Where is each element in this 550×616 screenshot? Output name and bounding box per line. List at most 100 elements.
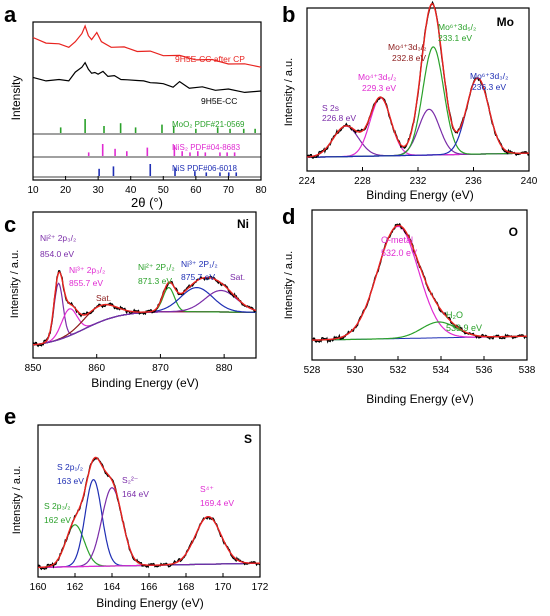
e-xtick-label: 166 [141, 582, 158, 593]
e-raw-spectrum [37, 457, 261, 571]
a-ylabel: Intensity [9, 76, 23, 121]
c-component-peak [32, 286, 256, 346]
e-s32-label: S 2p₃/₂ [44, 501, 71, 511]
e-s32-value: 162 eV [44, 515, 71, 525]
panel-letter-d: d [282, 204, 295, 229]
c-element: Ni [237, 217, 249, 231]
c-xtick-label: 870 [152, 363, 169, 374]
e-xtick-label: 170 [215, 582, 232, 593]
c-ni3a-value: 855.7 eV [69, 278, 103, 288]
e-fitted-envelope [38, 456, 260, 569]
b-component-peak [307, 97, 530, 158]
panel-e: 160 162 164 166 168 170 172 [30, 424, 269, 593]
d-element: O [509, 225, 518, 239]
e-s4-value: 169.4 eV [200, 498, 234, 508]
d-ometal-label: O-metal [381, 235, 413, 245]
a-xtick-label: 50 [158, 185, 170, 196]
b-xtick-label: 236 [465, 176, 482, 187]
c-xtick-label: 850 [25, 363, 42, 374]
a-xtick-label: 30 [93, 185, 105, 196]
e-s4-label: S⁴⁺ [200, 484, 214, 494]
panel-d-frame [311, 209, 528, 361]
e-element: S [244, 432, 252, 446]
e-xtick-label: 168 [178, 582, 195, 593]
e-s22-label: S₂²⁻ [122, 475, 139, 485]
panel-e-ticks: 160 162 164 166 168 170 172 [30, 573, 269, 593]
e-xtick-label: 160 [30, 582, 47, 593]
c-component-peak [32, 287, 256, 346]
panel-b-ticks: 224 228 232 236 240 [299, 167, 538, 187]
c-ni3b-label: Ni³⁺ 2P₁/₂ [181, 259, 218, 269]
e-s12-label: S 2p₁/₂ [57, 462, 83, 472]
c-baseline [32, 311, 256, 346]
e-xtick-label: 172 [252, 582, 269, 593]
d-h2o-label: H₂O [446, 310, 463, 320]
d-xtick-label: 538 [519, 365, 536, 376]
b-mo6b-label: Mo⁶⁺3d₃/₂ [470, 71, 508, 81]
d-ylabel: Intensity / a.u. [283, 251, 295, 319]
panel-a: 10 20 30 40 50 60 70 80 [27, 21, 267, 196]
d-xtick-label: 534 [433, 365, 450, 376]
d-xtick-label: 530 [347, 365, 364, 376]
d-fitted-envelope [312, 224, 527, 341]
panel-c-frame [32, 211, 257, 359]
panel-b-plot [306, 0, 530, 160]
panel-d-plot [311, 222, 527, 344]
d-ometal-value: 532.0 eV [381, 248, 417, 258]
panel-letter-b: b [282, 2, 295, 27]
panel-b: 224 228 232 236 240 [299, 0, 538, 187]
b-mo6a-value: 233.1 eV [438, 33, 472, 43]
b-s2s-value: 226.8 eV [322, 113, 356, 123]
a-legend-red: 9H5E-CC after CP [175, 54, 245, 64]
a-xtick-label: 10 [27, 185, 39, 196]
b-xtick-label: 224 [299, 176, 316, 187]
e-ylabel: Intensity / a.u. [11, 466, 23, 534]
c-ni2a-label: Ni²⁺ 2p₃/₂ [40, 233, 76, 243]
b-component-peak [307, 46, 530, 158]
b-ylabel: Intensity / a.u. [283, 58, 295, 126]
a-legend-black: 9H5E-CC [201, 96, 237, 106]
d-xtick-label: 536 [476, 365, 493, 376]
d-component-peak [312, 225, 527, 341]
b-fitted-envelope [306, 3, 530, 158]
panel-letter-c: c [4, 212, 16, 237]
b-mo4b-label: Mo⁴⁺3d₃/₂ [388, 42, 427, 52]
panel-e-plot [37, 456, 261, 571]
d-xtick-label: 528 [304, 365, 321, 376]
b-xtick-label: 240 [521, 176, 538, 187]
panel-c-plot [32, 270, 257, 348]
c-sat1-label: Sat. [96, 293, 111, 303]
c-xlabel: Binding Energy (eV) [91, 376, 198, 390]
c-xtick-label: 860 [88, 363, 105, 374]
b-xtick-label: 232 [410, 176, 427, 187]
panel-a-frame [32, 21, 262, 181]
d-raw-spectrum [311, 222, 527, 344]
panel-d-ticks: 528 530 532 534 536 538 [304, 356, 536, 376]
a-ref3-label: NiS PDF#06-6018 [172, 164, 237, 173]
a-ref1-label: MoO₂ PDF#21-0569 [172, 120, 245, 129]
e-xtick-label: 162 [67, 582, 84, 593]
e-component-peak [38, 479, 260, 568]
b-s2s-label: S 2s [322, 103, 339, 113]
panel-c: 850 860 870 880 [25, 211, 257, 374]
b-mo6a-label: Mo⁶⁺3d₅/₂ [438, 22, 476, 32]
c-ni3a-label: Ni³⁺ 2p₃/₂ [69, 265, 105, 275]
c-fitted-envelope [32, 271, 257, 346]
c-ni2a-value: 854.0 eV [40, 249, 74, 259]
c-sat2-label: Sat. [230, 272, 245, 282]
c-ylabel: Intensity / a.u. [9, 250, 21, 318]
b-xtick-label: 228 [354, 176, 371, 187]
c-ni2b-value: 871.3 eV [138, 276, 172, 286]
a-series-after-cp [32, 24, 262, 68]
panel-letter-a: a [4, 2, 17, 27]
b-mo6b-value: 236.3 eV [472, 82, 506, 92]
e-xlabel: Binding Energy (eV) [96, 596, 203, 610]
panel-d: 528 530 532 534 536 538 [304, 209, 536, 376]
panel-c-ticks: 850 860 870 880 [25, 354, 233, 374]
c-ni3b-value: 875.7 eV [181, 272, 215, 282]
b-xlabel: Binding Energy (eV) [366, 188, 473, 202]
e-s22-value: 164 eV [122, 489, 149, 499]
b-element: Mo [497, 15, 514, 29]
a-ref2-label: NiS₂ PDF#04-8683 [172, 143, 241, 152]
panel-a-plot [32, 24, 262, 178]
